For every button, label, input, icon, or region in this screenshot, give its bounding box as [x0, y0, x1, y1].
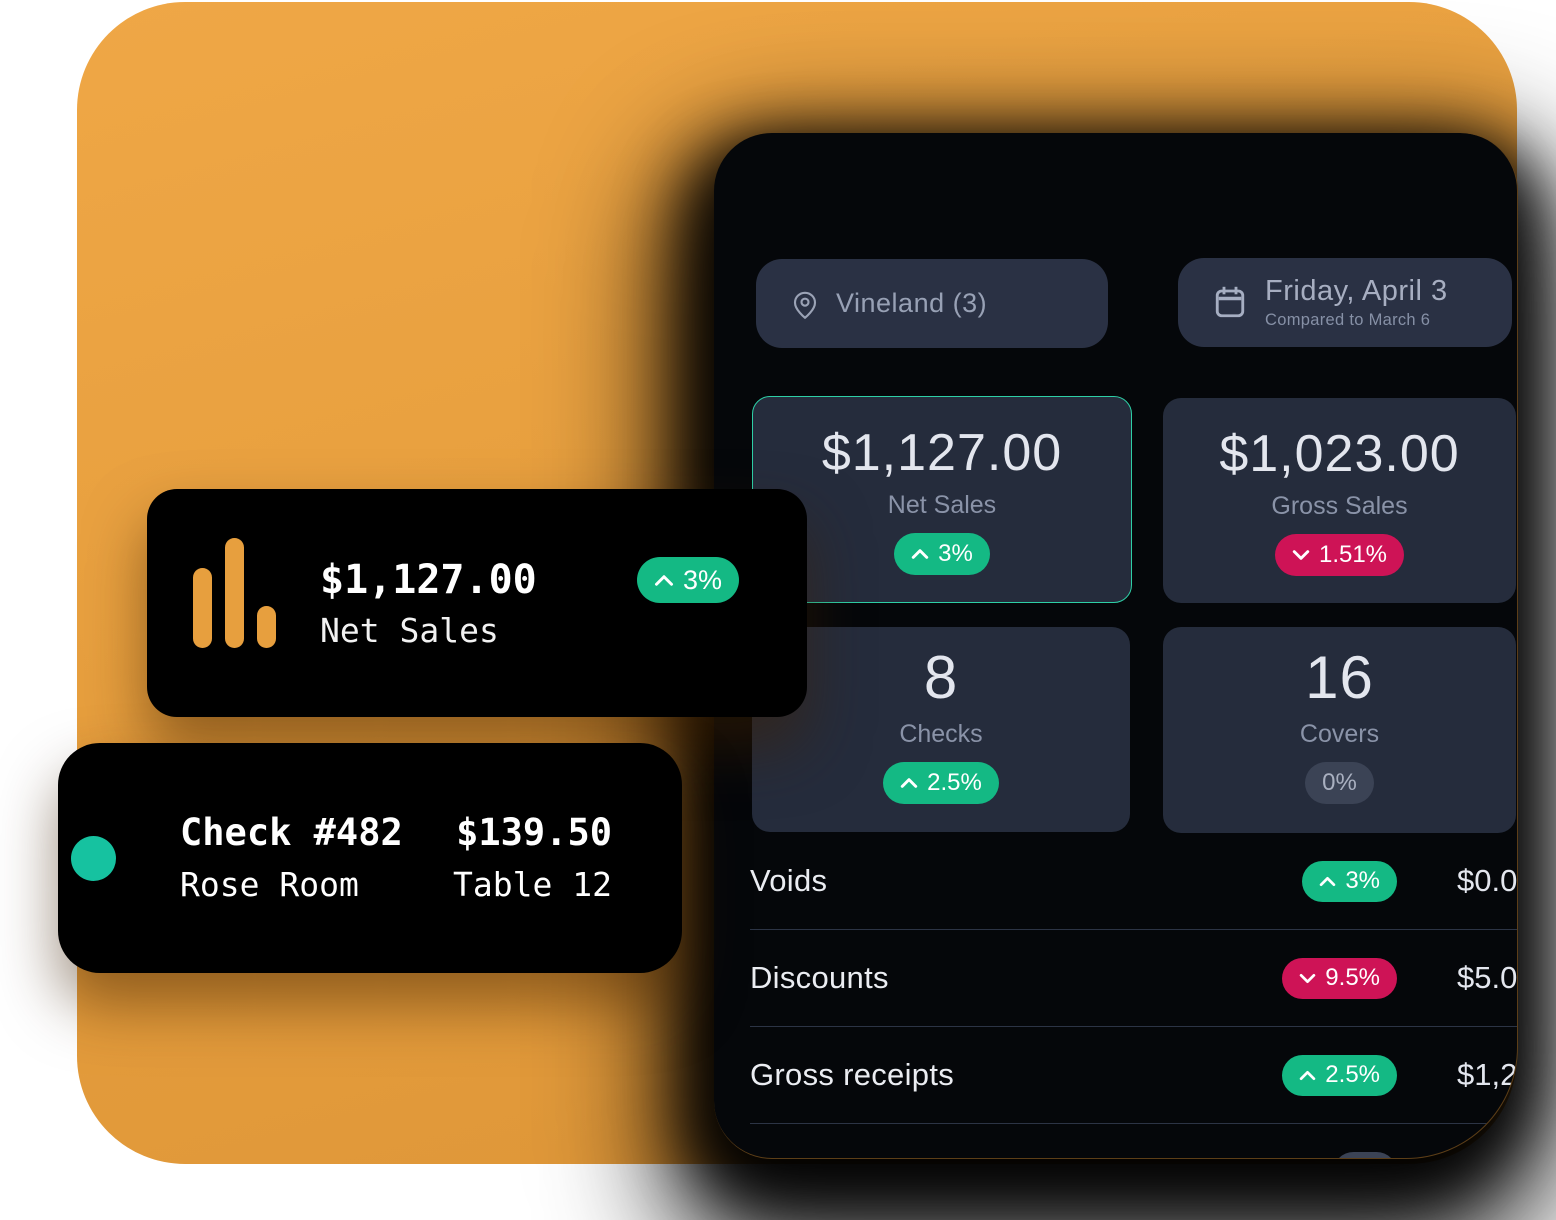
- net-sales-label: Net Sales: [887, 491, 997, 519]
- checks-change-badge: 2.5%: [883, 762, 999, 804]
- row-amount: $0.0: [1457, 863, 1518, 898]
- row-change-badge: [1333, 1151, 1397, 1158]
- row-change-badge: 3%: [1302, 860, 1397, 902]
- bar-chart-icon: [193, 538, 289, 648]
- net-sales-change-badge: 3%: [894, 533, 990, 575]
- check-room: Rose Room: [180, 865, 359, 904]
- chevron-down-icon: [1299, 973, 1316, 984]
- stat-card-covers[interactable]: 16 Covers 0%: [1163, 627, 1516, 833]
- floating-check-card: Check #482 $139.50 Rose Room Table 12: [58, 743, 682, 973]
- floating-net-sales-change-badge: 3%: [637, 557, 740, 603]
- date-label: Friday, April 3: [1265, 275, 1448, 307]
- gross-sales-change-badge: 1.51%: [1274, 534, 1405, 576]
- row-amount: $1,20: [1457, 1057, 1518, 1092]
- chevron-up-icon: [911, 548, 929, 560]
- row-change-badge: 2.5%: [1282, 1054, 1397, 1096]
- covers-value: 16: [1305, 644, 1374, 711]
- calendar-icon: [1212, 283, 1248, 323]
- dashboard-panel: Vineland (3) Friday, April 3 Compared to…: [714, 133, 1518, 1159]
- checks-value: 8: [923, 644, 959, 711]
- floating-net-sales-label: Net Sales: [320, 611, 499, 650]
- metric-row-gross-receipts[interactable]: Gross receipts 2.5% $1,20: [750, 1026, 1517, 1123]
- stat-card-net-sales[interactable]: $1,127.00 Net Sales 3%: [752, 396, 1132, 603]
- date-comparison-label: Compared to March 6: [1265, 311, 1431, 329]
- metric-row-voids[interactable]: Voids 3% $0.0: [750, 833, 1517, 929]
- row-label: Discounts: [750, 960, 889, 995]
- stat-card-checks[interactable]: 8 Checks 2.5%: [752, 627, 1130, 832]
- checks-label: Checks: [899, 720, 983, 748]
- check-amount: $139.50: [456, 811, 612, 854]
- location-label: Vineland (3): [836, 288, 988, 318]
- chevron-down-icon: [1292, 549, 1310, 561]
- metric-row-total-hours-worked[interactable]: Total Hours Worked: [750, 1123, 1517, 1158]
- date-selector[interactable]: Friday, April 3 Compared to March 6: [1178, 258, 1512, 347]
- check-table: Table 12: [453, 865, 612, 904]
- metric-row-discounts[interactable]: Discounts 9.5% $5.0: [750, 929, 1517, 1026]
- floating-net-sales-card: $1,127.00 Net Sales 3%: [147, 489, 807, 717]
- stat-card-gross-sales[interactable]: $1,023.00 Gross Sales 1.51%: [1163, 398, 1516, 603]
- row-label: Voids: [750, 863, 828, 898]
- metrics-list: Voids 3% $0.0 Discounts 9.5%: [750, 833, 1517, 1158]
- row-change-badge: 9.5%: [1282, 957, 1397, 999]
- covers-label: Covers: [1299, 720, 1380, 748]
- chevron-up-icon: [1299, 1070, 1316, 1081]
- chevron-up-icon: [900, 777, 918, 789]
- gross-sales-label: Gross Sales: [1271, 492, 1408, 520]
- row-label: Gross receipts: [750, 1057, 955, 1092]
- row-label: Total Hours Worked: [750, 1154, 1027, 1158]
- check-number: Check #482: [180, 811, 403, 854]
- location-pin-icon: [790, 287, 820, 321]
- location-selector[interactable]: Vineland (3): [756, 259, 1108, 348]
- net-sales-value: $1,127.00: [821, 424, 1063, 482]
- chevron-up-icon: [1319, 876, 1336, 887]
- chevron-up-icon: [654, 574, 674, 587]
- row-amount: $5.0: [1457, 960, 1518, 995]
- gross-sales-value: $1,023.00: [1219, 425, 1460, 483]
- status-dot-icon: [71, 836, 116, 881]
- floating-net-sales-value: $1,127.00: [320, 557, 537, 603]
- covers-change-badge: 0%: [1305, 762, 1374, 804]
